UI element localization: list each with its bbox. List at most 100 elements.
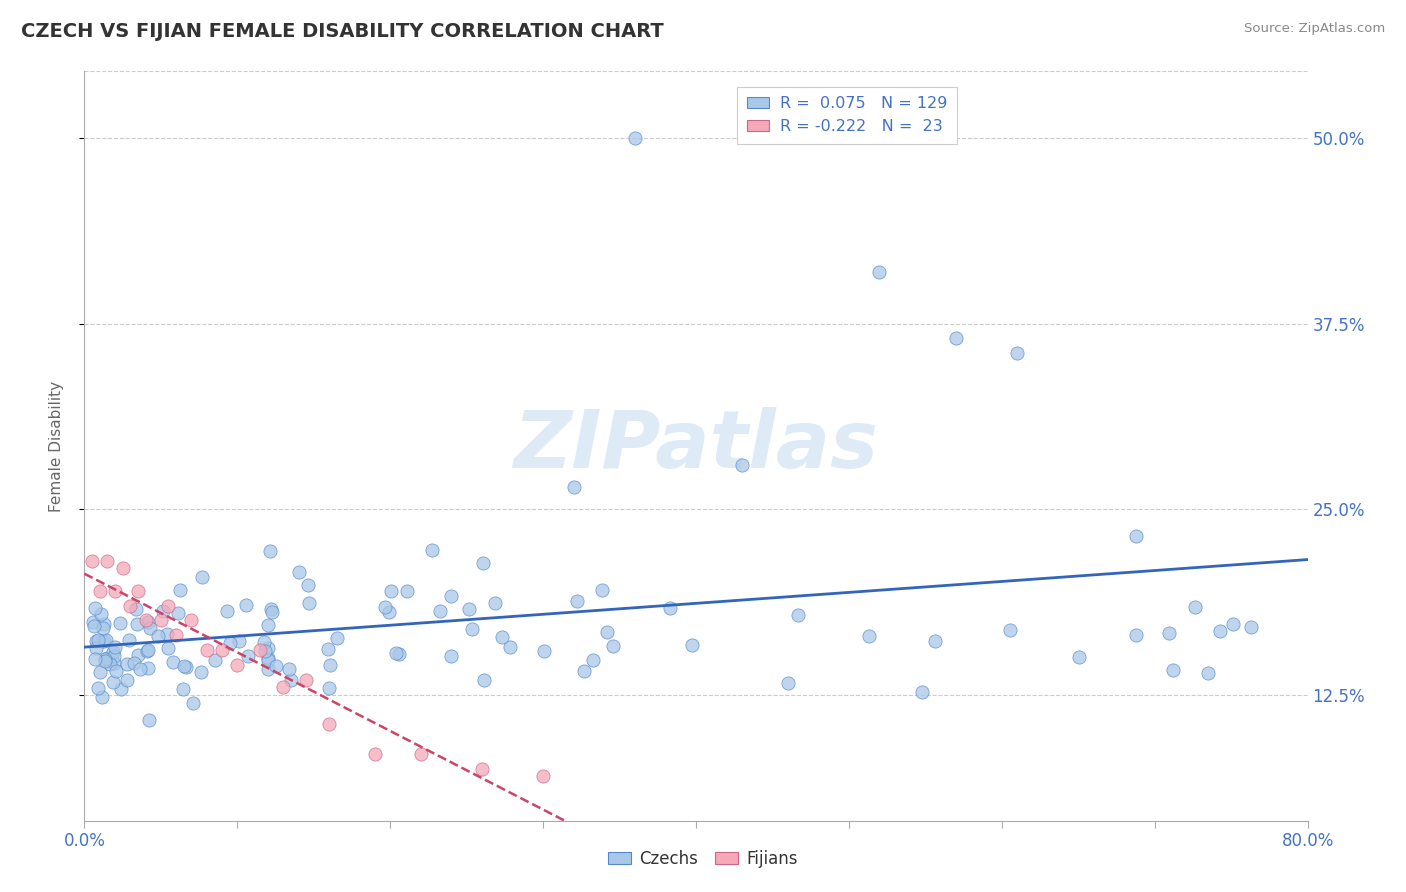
Point [998,623,1021,637]
Point [152,603,174,617]
Point [1159,626,1181,640]
Point [252,635,274,649]
Point [166,607,188,621]
Point [260,605,283,619]
Point [149,613,172,627]
Point [440,589,463,603]
Point [165,628,187,642]
Point [82,615,104,630]
Point [93,652,115,666]
Point [602,639,624,653]
Point [533,644,555,658]
Point [211,643,233,657]
Point [129,662,152,676]
Point [869,265,891,279]
Point [236,649,259,664]
Point [1069,650,1091,665]
Point [429,604,451,618]
Point [115,673,138,687]
Point [127,648,149,662]
Point [562,480,585,494]
Point [271,680,294,694]
Point [395,584,418,599]
Point [87,633,110,648]
Point [228,634,250,648]
Point [595,625,617,640]
Point [118,633,141,648]
Point [257,618,280,632]
Point [83,652,105,666]
Point [94,633,117,648]
Point [127,583,149,598]
Point [786,607,808,622]
Point [117,657,139,671]
Point [659,601,682,615]
Point [778,676,800,690]
Point [93,621,115,635]
Point [104,583,127,598]
Point [86,681,108,695]
Point [257,662,280,676]
Point [169,582,191,597]
Point [190,665,212,680]
Point [378,605,401,619]
Point [84,634,107,648]
Point [103,648,125,663]
Point [1197,666,1219,681]
Point [135,644,157,658]
Point [582,653,605,667]
Point [90,607,112,621]
Point [681,638,703,652]
Point [297,577,319,591]
Point [364,747,387,761]
Point [98,657,121,672]
Point [217,604,239,618]
Point [125,617,148,632]
Point [409,747,432,761]
Point [624,131,647,145]
Point [484,596,506,610]
Point [259,544,281,558]
Text: ZIPatlas: ZIPatlas [513,407,879,485]
Point [257,640,280,655]
Text: Source: ZipAtlas.com: Source: ZipAtlas.com [1244,22,1385,36]
Point [195,643,218,657]
Point [1184,600,1206,615]
Point [591,583,613,598]
Point [135,613,157,627]
Point [257,651,280,665]
Point [458,602,481,616]
Point [104,640,127,655]
Point [172,682,194,697]
Point [136,615,159,629]
Point [472,673,495,687]
Point [326,631,349,645]
Point [318,681,340,695]
Point [120,599,142,613]
Point [1005,346,1028,360]
Point [440,649,463,664]
Point [316,642,339,657]
Point [277,662,299,676]
Point [318,717,340,731]
Point [266,659,288,673]
Point [388,648,411,662]
Point [125,602,148,616]
Point [318,657,340,672]
Point [191,570,214,584]
Point [162,656,184,670]
Point [103,656,125,670]
Y-axis label: Female Disability: Female Disability [49,380,63,512]
Point [374,600,396,615]
Point [174,660,197,674]
Point [180,613,202,627]
Point [157,599,180,613]
Point [298,596,321,610]
Point [136,643,159,657]
Point [858,629,880,643]
Point [945,331,967,345]
Point [84,601,107,615]
Point [471,762,494,776]
Point [1125,628,1147,642]
Point [531,769,554,783]
